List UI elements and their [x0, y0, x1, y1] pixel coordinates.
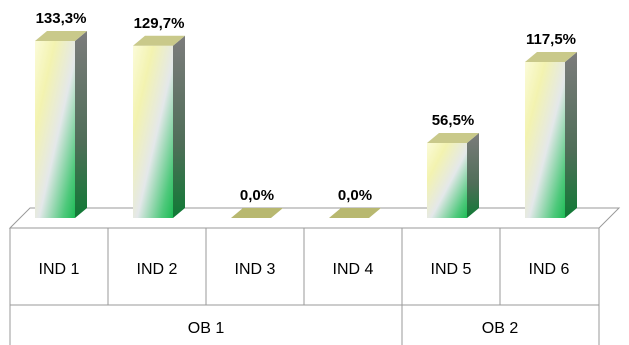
bar-side-face [173, 35, 185, 218]
category-labels: IND 1 IND 2 IND 3 IND 4 IND 5 IND 6 [39, 261, 570, 278]
group-label-1: OB 1 [188, 320, 225, 337]
bar-6 [525, 51, 577, 219]
bar-1 [35, 31, 87, 218]
category-label-6: IND 6 [529, 261, 570, 278]
bar-top-face [133, 35, 185, 46]
bar-top-face [427, 132, 479, 143]
bar-front-face [525, 61, 565, 219]
category-label-1: IND 1 [39, 261, 80, 278]
group-label-2: OB 2 [482, 320, 519, 337]
bar-top-face [231, 208, 283, 218]
data-label-6: 117,5% [526, 31, 576, 48]
bar-top-face [329, 208, 381, 218]
data-labels: 133,3% 129,7% 0,0% 0,0% 56,5% 117,5% [36, 10, 576, 204]
group-labels: OB 1 OB 2 [188, 320, 519, 337]
bar-top-face [525, 51, 577, 62]
data-label-2: 129,7% [134, 15, 185, 32]
data-label-5: 56,5% [432, 112, 475, 129]
bar-front-face [35, 41, 75, 218]
data-label-3: 0,0% [240, 187, 274, 204]
category-table [9, 227, 600, 345]
bar-series [35, 31, 577, 219]
bar-5 [427, 132, 479, 218]
data-label-4: 0,0% [338, 187, 372, 204]
bar-top-face [35, 31, 87, 41]
bar-side-face [565, 51, 577, 219]
bar-side-face [467, 132, 479, 218]
data-label-1: 133,3% [36, 10, 87, 27]
category-label-5: IND 5 [431, 261, 472, 278]
category-label-4: IND 4 [333, 261, 374, 278]
bar-2 [133, 35, 185, 218]
bar-3 [231, 208, 283, 218]
bar-front-face [427, 142, 467, 218]
bar-front-face [133, 45, 173, 218]
bar-side-face [75, 31, 87, 218]
category-label-2: IND 2 [137, 261, 178, 278]
category-label-3: IND 3 [235, 261, 276, 278]
bar-4 [329, 208, 381, 218]
